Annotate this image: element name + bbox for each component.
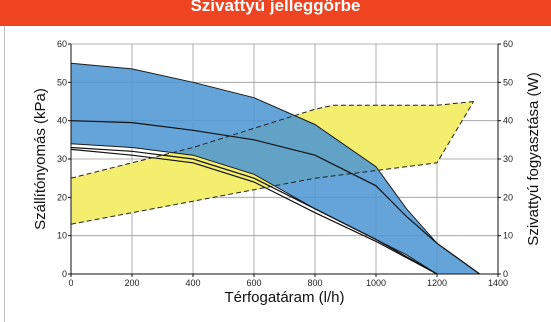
header-title: Szivattyú jelleggörbe: [190, 0, 361, 15]
x-tick-label: 600: [246, 278, 261, 288]
y-axis-left-title: Szállítónyomás (kPa): [32, 88, 49, 230]
x-tick-label: 400: [185, 278, 200, 288]
power-curve-line: [71, 101, 474, 179]
pressure-curve-line: [71, 120, 481, 274]
pressure-curve-line: [71, 148, 438, 274]
x-tick-label: 0: [68, 278, 73, 288]
y-left-tick-label: 50: [57, 77, 67, 87]
y-left-tick-label: 10: [57, 231, 67, 241]
x-tick-label: 200: [124, 278, 139, 288]
y-left-tick-label: 20: [57, 192, 67, 202]
x-tick-label: 1400: [488, 278, 508, 288]
y-right-tick-label: 50: [503, 77, 513, 87]
y-right-tick-label: 20: [503, 192, 513, 202]
y-right-tick-label: 30: [503, 154, 513, 164]
power-curve-line: [71, 101, 475, 225]
x-tick-label: 1000: [366, 278, 386, 288]
x-axis-title: Térfogatáram (l/h): [224, 289, 344, 306]
y-right-tick-label: 10: [503, 231, 513, 241]
y-right-tick-label: 40: [503, 116, 513, 126]
header-bar: Szivattyú jelleggörbe: [0, 0, 551, 26]
x-tick-label: 800: [307, 278, 322, 288]
y-left-tick-label: 30: [57, 154, 67, 164]
y-left-tick-label: 60: [57, 39, 67, 49]
y-left-tick-label: 40: [57, 116, 67, 126]
y-right-tick-label: 0: [503, 269, 508, 279]
y-axis-right-title: Szivattyú fogyasztása (W): [525, 72, 542, 245]
y-right-tick-label: 60: [503, 39, 513, 49]
pressure-area: [71, 62, 481, 274]
left-border-line: [4, 26, 5, 322]
x-tick-label: 1200: [427, 278, 447, 288]
y-left-tick-label: 0: [62, 269, 67, 279]
pressure-curve-line: [71, 146, 438, 274]
